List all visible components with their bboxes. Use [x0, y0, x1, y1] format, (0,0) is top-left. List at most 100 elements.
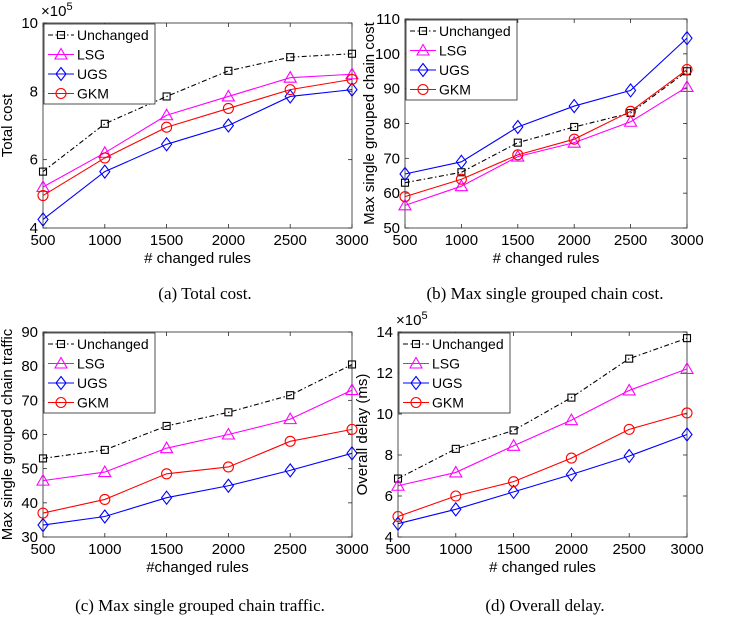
- y-tick-label: 30: [21, 529, 38, 546]
- x-tick-label: 2000: [212, 232, 245, 249]
- legend-label: GKM: [432, 395, 464, 411]
- data-point: [37, 212, 49, 227]
- series-ugs: [37, 445, 358, 533]
- data-point: [38, 167, 48, 176]
- x-tick-label: 1000: [445, 232, 478, 249]
- legend-marker: [54, 356, 68, 369]
- legend-marker: [417, 62, 429, 78]
- data-point: [99, 152, 111, 164]
- data-point: [565, 452, 577, 464]
- plot-frame: [397, 331, 688, 538]
- series-line: [42, 428, 353, 514]
- data-point: [284, 462, 296, 478]
- y-tick-label: 70: [383, 150, 400, 167]
- data-point: [393, 474, 403, 483]
- x-tick-label: 1000: [88, 232, 121, 249]
- data-point: [391, 478, 405, 491]
- data-point: [347, 360, 357, 369]
- series-unchanged: [38, 49, 357, 176]
- legend-label: UGS: [432, 375, 462, 391]
- legend-label: GKM: [77, 395, 109, 411]
- legend-marker: [417, 83, 429, 96]
- legend-marker: [410, 375, 422, 391]
- x-tick-label: 2000: [558, 232, 591, 249]
- y-tick-label: 110: [376, 11, 400, 28]
- data-point: [399, 191, 411, 203]
- series-line: [404, 70, 688, 184]
- data-point: [392, 510, 404, 523]
- x-tick-label: 500: [30, 541, 55, 558]
- data-point: [346, 82, 358, 98]
- y-tick-label: 40: [21, 495, 38, 512]
- data-point: [622, 383, 637, 396]
- legend-marker: [55, 66, 67, 82]
- data-point: [450, 501, 462, 517]
- caption-a: (a) Total cost.: [158, 284, 252, 303]
- legend-label: Unchanged: [77, 336, 149, 352]
- legend-marker: [416, 43, 430, 56]
- data-point: [37, 189, 49, 202]
- y-tick-label: 80: [383, 116, 400, 133]
- data-point: [100, 119, 109, 128]
- data-point: [508, 476, 520, 488]
- data-point: [283, 412, 298, 425]
- x-tick-label: 1000: [439, 541, 472, 558]
- series-lsg: [391, 361, 694, 491]
- y-tick-label: 90: [21, 324, 38, 341]
- y-tick-label: 90: [383, 81, 400, 98]
- chart-panel-2: 500 1000 1500 2000 2500 3000 30 40 50 60 70 80 90 #ch…: [0, 324, 369, 576]
- series-lsg: [36, 67, 359, 193]
- data-point: [221, 427, 236, 440]
- data-point: [681, 427, 693, 442]
- data-point: [286, 391, 295, 400]
- data-point: [451, 444, 460, 453]
- series-unchanged: [393, 334, 692, 483]
- x-tick-label: 2000: [212, 541, 245, 558]
- data-point: [99, 164, 111, 180]
- legend-box: [398, 332, 511, 414]
- y-tick-label: 6: [30, 152, 38, 169]
- legend-label: UGS: [77, 66, 107, 82]
- data-point: [681, 30, 693, 46]
- data-point: [283, 70, 298, 83]
- x-tick-label: 1500: [501, 232, 534, 249]
- legend: Unchanged LSG UGS GKM: [398, 332, 511, 414]
- data-point: [36, 179, 50, 193]
- chart-panel-1: 500 1000 1500 2000 2500 3000 50 60 70 80 90 100 110 #…: [361, 11, 704, 267]
- data-point: [222, 102, 234, 114]
- data-point: [36, 473, 50, 486]
- data-point: [448, 465, 463, 478]
- series-line: [42, 89, 353, 220]
- data-point: [512, 149, 524, 161]
- data-point: [161, 468, 173, 480]
- series-line: [42, 78, 353, 197]
- data-point: [625, 354, 634, 363]
- data-point: [97, 145, 112, 158]
- series-gkm: [37, 423, 358, 519]
- data-point: [680, 79, 694, 92]
- data-point: [681, 407, 693, 419]
- series-line: [397, 368, 688, 487]
- data-point: [222, 118, 235, 133]
- data-point: [506, 438, 521, 451]
- data-point: [161, 121, 173, 133]
- data-point: [37, 507, 49, 519]
- y-tick-label: 14: [376, 324, 393, 341]
- legend-marker: [55, 396, 67, 409]
- legend-marker: [55, 87, 67, 100]
- data-point: [623, 448, 635, 464]
- data-point: [222, 461, 234, 473]
- data-point: [565, 467, 578, 482]
- data-point: [162, 92, 171, 101]
- data-point: [159, 441, 174, 454]
- x-axis-label: # changed rules: [489, 559, 596, 576]
- series-ugs: [392, 427, 693, 532]
- data-point: [507, 484, 520, 500]
- data-point: [455, 154, 468, 170]
- y-tick-label: 60: [21, 427, 38, 444]
- x-tick-label: 1500: [150, 541, 183, 558]
- data-point: [284, 89, 296, 104]
- y-tick-label: 50: [383, 220, 400, 237]
- y-tick-label: 12: [376, 365, 393, 382]
